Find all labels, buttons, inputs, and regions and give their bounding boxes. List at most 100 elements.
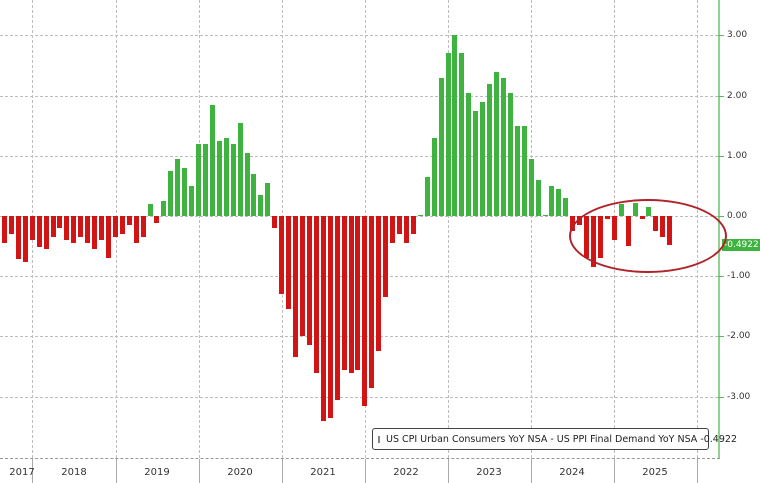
legend-toggle-icon[interactable] xyxy=(378,435,380,443)
x-axis xyxy=(0,458,720,459)
data-bar xyxy=(272,216,278,229)
data-bar xyxy=(438,77,444,216)
data-bar xyxy=(542,214,548,216)
data-bar xyxy=(507,92,513,216)
data-bar xyxy=(417,214,423,216)
chart-legend[interactable]: US CPI Urban Consumers YoY NSA - US PPI … xyxy=(372,428,737,450)
data-bar xyxy=(126,216,132,226)
data-bar xyxy=(57,216,63,229)
x-tick-label: 2017 xyxy=(9,467,35,478)
data-bar xyxy=(500,77,506,216)
data-bar xyxy=(403,216,409,244)
data-bar xyxy=(466,92,472,216)
data-bar xyxy=(514,125,520,216)
data-bar xyxy=(480,101,486,216)
data-bar xyxy=(473,110,479,216)
x-tick-label: 2018 xyxy=(61,467,87,478)
data-bar xyxy=(494,71,500,216)
data-bar xyxy=(306,216,312,346)
x-tick-label: 2023 xyxy=(476,467,502,478)
data-bar xyxy=(22,216,28,262)
data-bar xyxy=(105,216,111,259)
data-bar xyxy=(355,216,361,370)
data-bar xyxy=(182,167,188,216)
data-bar xyxy=(140,216,146,238)
x-tick-label: 2020 xyxy=(227,467,253,478)
x-tick-label: 2022 xyxy=(393,467,419,478)
data-bar xyxy=(424,176,430,216)
data-bar xyxy=(2,216,7,244)
data-bar xyxy=(251,173,257,216)
y-tick-label: 0.00 xyxy=(727,211,748,221)
vertical-gridline xyxy=(531,0,532,458)
data-bar xyxy=(119,216,125,235)
x-axis-divider xyxy=(531,459,532,483)
data-bar xyxy=(431,137,437,216)
y-tick-label: -1.00 xyxy=(727,271,751,282)
horizontal-gridline xyxy=(0,35,718,37)
y-tick-label: -2.00 xyxy=(727,331,751,342)
data-bar xyxy=(487,83,493,216)
data-bar xyxy=(452,35,458,216)
data-bar xyxy=(445,53,451,216)
data-bar xyxy=(71,216,77,244)
data-bar xyxy=(563,197,569,216)
data-bar xyxy=(535,179,541,216)
data-bar xyxy=(50,216,56,238)
data-bar xyxy=(293,216,299,358)
data-bar xyxy=(237,122,243,216)
data-bar xyxy=(99,216,105,241)
data-bar xyxy=(521,125,527,216)
data-bar xyxy=(459,53,465,216)
data-bar xyxy=(133,216,139,244)
data-bar xyxy=(29,216,35,241)
data-bar xyxy=(556,188,562,216)
data-bar xyxy=(369,216,375,388)
data-bar xyxy=(341,216,347,370)
data-bar xyxy=(376,216,382,352)
data-bar xyxy=(36,216,42,248)
data-bar xyxy=(383,216,389,298)
data-bar xyxy=(313,216,319,373)
x-tick-label: 2024 xyxy=(559,467,585,478)
vertical-gridline xyxy=(199,0,200,458)
y-tick-mark xyxy=(718,155,724,157)
y-tick-label: -3.00 xyxy=(727,391,751,402)
data-bar xyxy=(216,140,222,216)
x-tick-label: 2019 xyxy=(144,467,170,478)
data-bar xyxy=(196,143,202,216)
y-tick-mark xyxy=(718,396,724,398)
vertical-gridline xyxy=(448,0,449,458)
highlight-ellipse-annotation xyxy=(569,199,727,273)
data-bar xyxy=(43,216,49,250)
x-axis-divider xyxy=(614,459,615,483)
data-bar xyxy=(154,216,160,224)
x-axis-divider xyxy=(199,459,200,483)
data-bar xyxy=(390,216,396,244)
data-bar xyxy=(8,216,14,235)
data-bar xyxy=(92,216,98,250)
data-bar xyxy=(85,216,91,244)
y-tick-label: 3.00 xyxy=(727,30,748,41)
x-axis-divider xyxy=(697,459,698,483)
data-bar xyxy=(549,185,555,216)
y-tick-mark xyxy=(718,216,724,217)
data-bar xyxy=(147,203,153,216)
data-bar xyxy=(362,216,368,406)
data-bar xyxy=(348,216,354,373)
data-bar xyxy=(189,185,195,216)
data-bar xyxy=(258,194,264,216)
data-bar xyxy=(397,216,402,235)
data-bar xyxy=(64,216,70,241)
horizontal-gridline xyxy=(0,396,718,398)
y-tick-label: 1.00 xyxy=(727,150,748,161)
data-bar xyxy=(334,216,340,400)
data-bar xyxy=(168,170,174,216)
horizontal-gridline xyxy=(0,95,718,97)
legend-label: US CPI Urban Consumers YoY NSA - US PPI … xyxy=(386,433,737,445)
data-bar xyxy=(279,216,285,295)
y-tick-mark xyxy=(718,95,724,97)
data-bar xyxy=(265,182,271,216)
horizontal-gridline xyxy=(0,155,718,157)
data-bar xyxy=(223,137,229,216)
